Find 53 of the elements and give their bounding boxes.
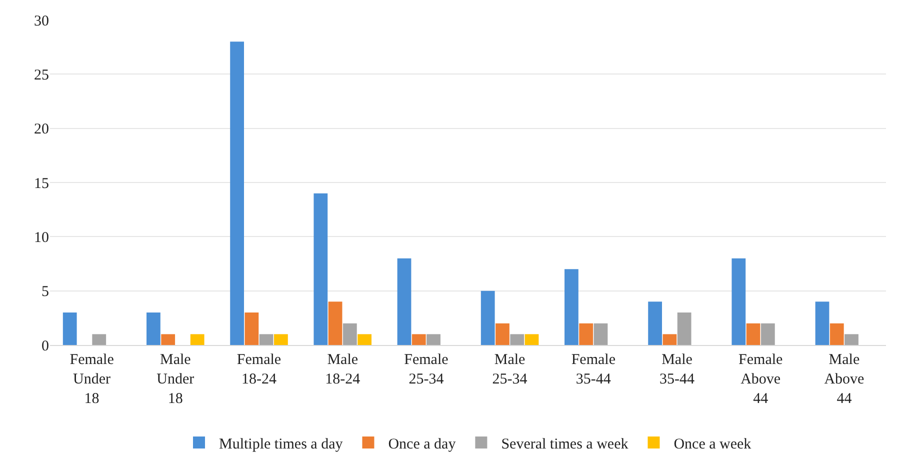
bar <box>662 334 677 345</box>
bar <box>732 258 746 345</box>
x-tick-label: Female 18-24 <box>236 352 282 388</box>
bar <box>328 302 342 345</box>
y-tick-label: 0 <box>42 338 49 354</box>
bar <box>815 302 830 345</box>
y-tick-label: 5 <box>42 284 49 300</box>
legend-label: Several times a week <box>501 436 629 452</box>
y-tick-label: 30 <box>34 13 49 30</box>
bar <box>259 334 274 345</box>
bar <box>274 334 288 345</box>
bar <box>92 334 106 345</box>
x-tick-label: Female 35-44 <box>571 352 616 388</box>
bar <box>161 334 176 345</box>
bar <box>524 334 539 345</box>
x-tick-label: Female Above 44 <box>738 352 784 407</box>
bar <box>648 302 662 345</box>
x-tick-label: Male 25-34 <box>492 352 528 388</box>
bar <box>62 312 77 345</box>
y-tick-label: 20 <box>34 122 49 138</box>
bar <box>397 258 412 345</box>
bar <box>830 323 844 345</box>
bar <box>190 334 204 345</box>
bar <box>244 312 259 345</box>
legend-label: Once a day <box>388 436 456 452</box>
bar <box>412 334 426 345</box>
bar <box>480 290 495 345</box>
bar <box>564 269 578 345</box>
bar <box>760 323 775 345</box>
legend-label: Multiple times a day <box>219 436 344 452</box>
x-tick-label: Male Above 44 <box>824 352 865 407</box>
y-tick-label: 10 <box>34 230 49 246</box>
bar <box>426 334 440 345</box>
bar <box>230 42 244 345</box>
bar <box>594 323 608 345</box>
bar <box>496 323 510 345</box>
y-tick-label: 15 <box>34 176 49 192</box>
bar <box>746 323 760 345</box>
bar <box>677 312 692 345</box>
bar <box>579 323 594 345</box>
x-tick-label: Male Under 18 <box>156 352 194 407</box>
x-tick-label: Female Under 18 <box>70 352 114 407</box>
bar <box>314 193 328 345</box>
x-tick-label: Female 25-34 <box>404 352 449 388</box>
bar <box>844 334 858 345</box>
bar <box>146 312 160 345</box>
x-tick-label: Male 35-44 <box>660 352 695 388</box>
bar <box>358 334 372 345</box>
bar <box>510 334 524 345</box>
bar <box>342 323 357 345</box>
legend-label: Once a week <box>674 436 752 452</box>
y-tick-label: 25 <box>34 67 49 84</box>
x-tick-label: Male 18-24 <box>325 352 361 388</box>
